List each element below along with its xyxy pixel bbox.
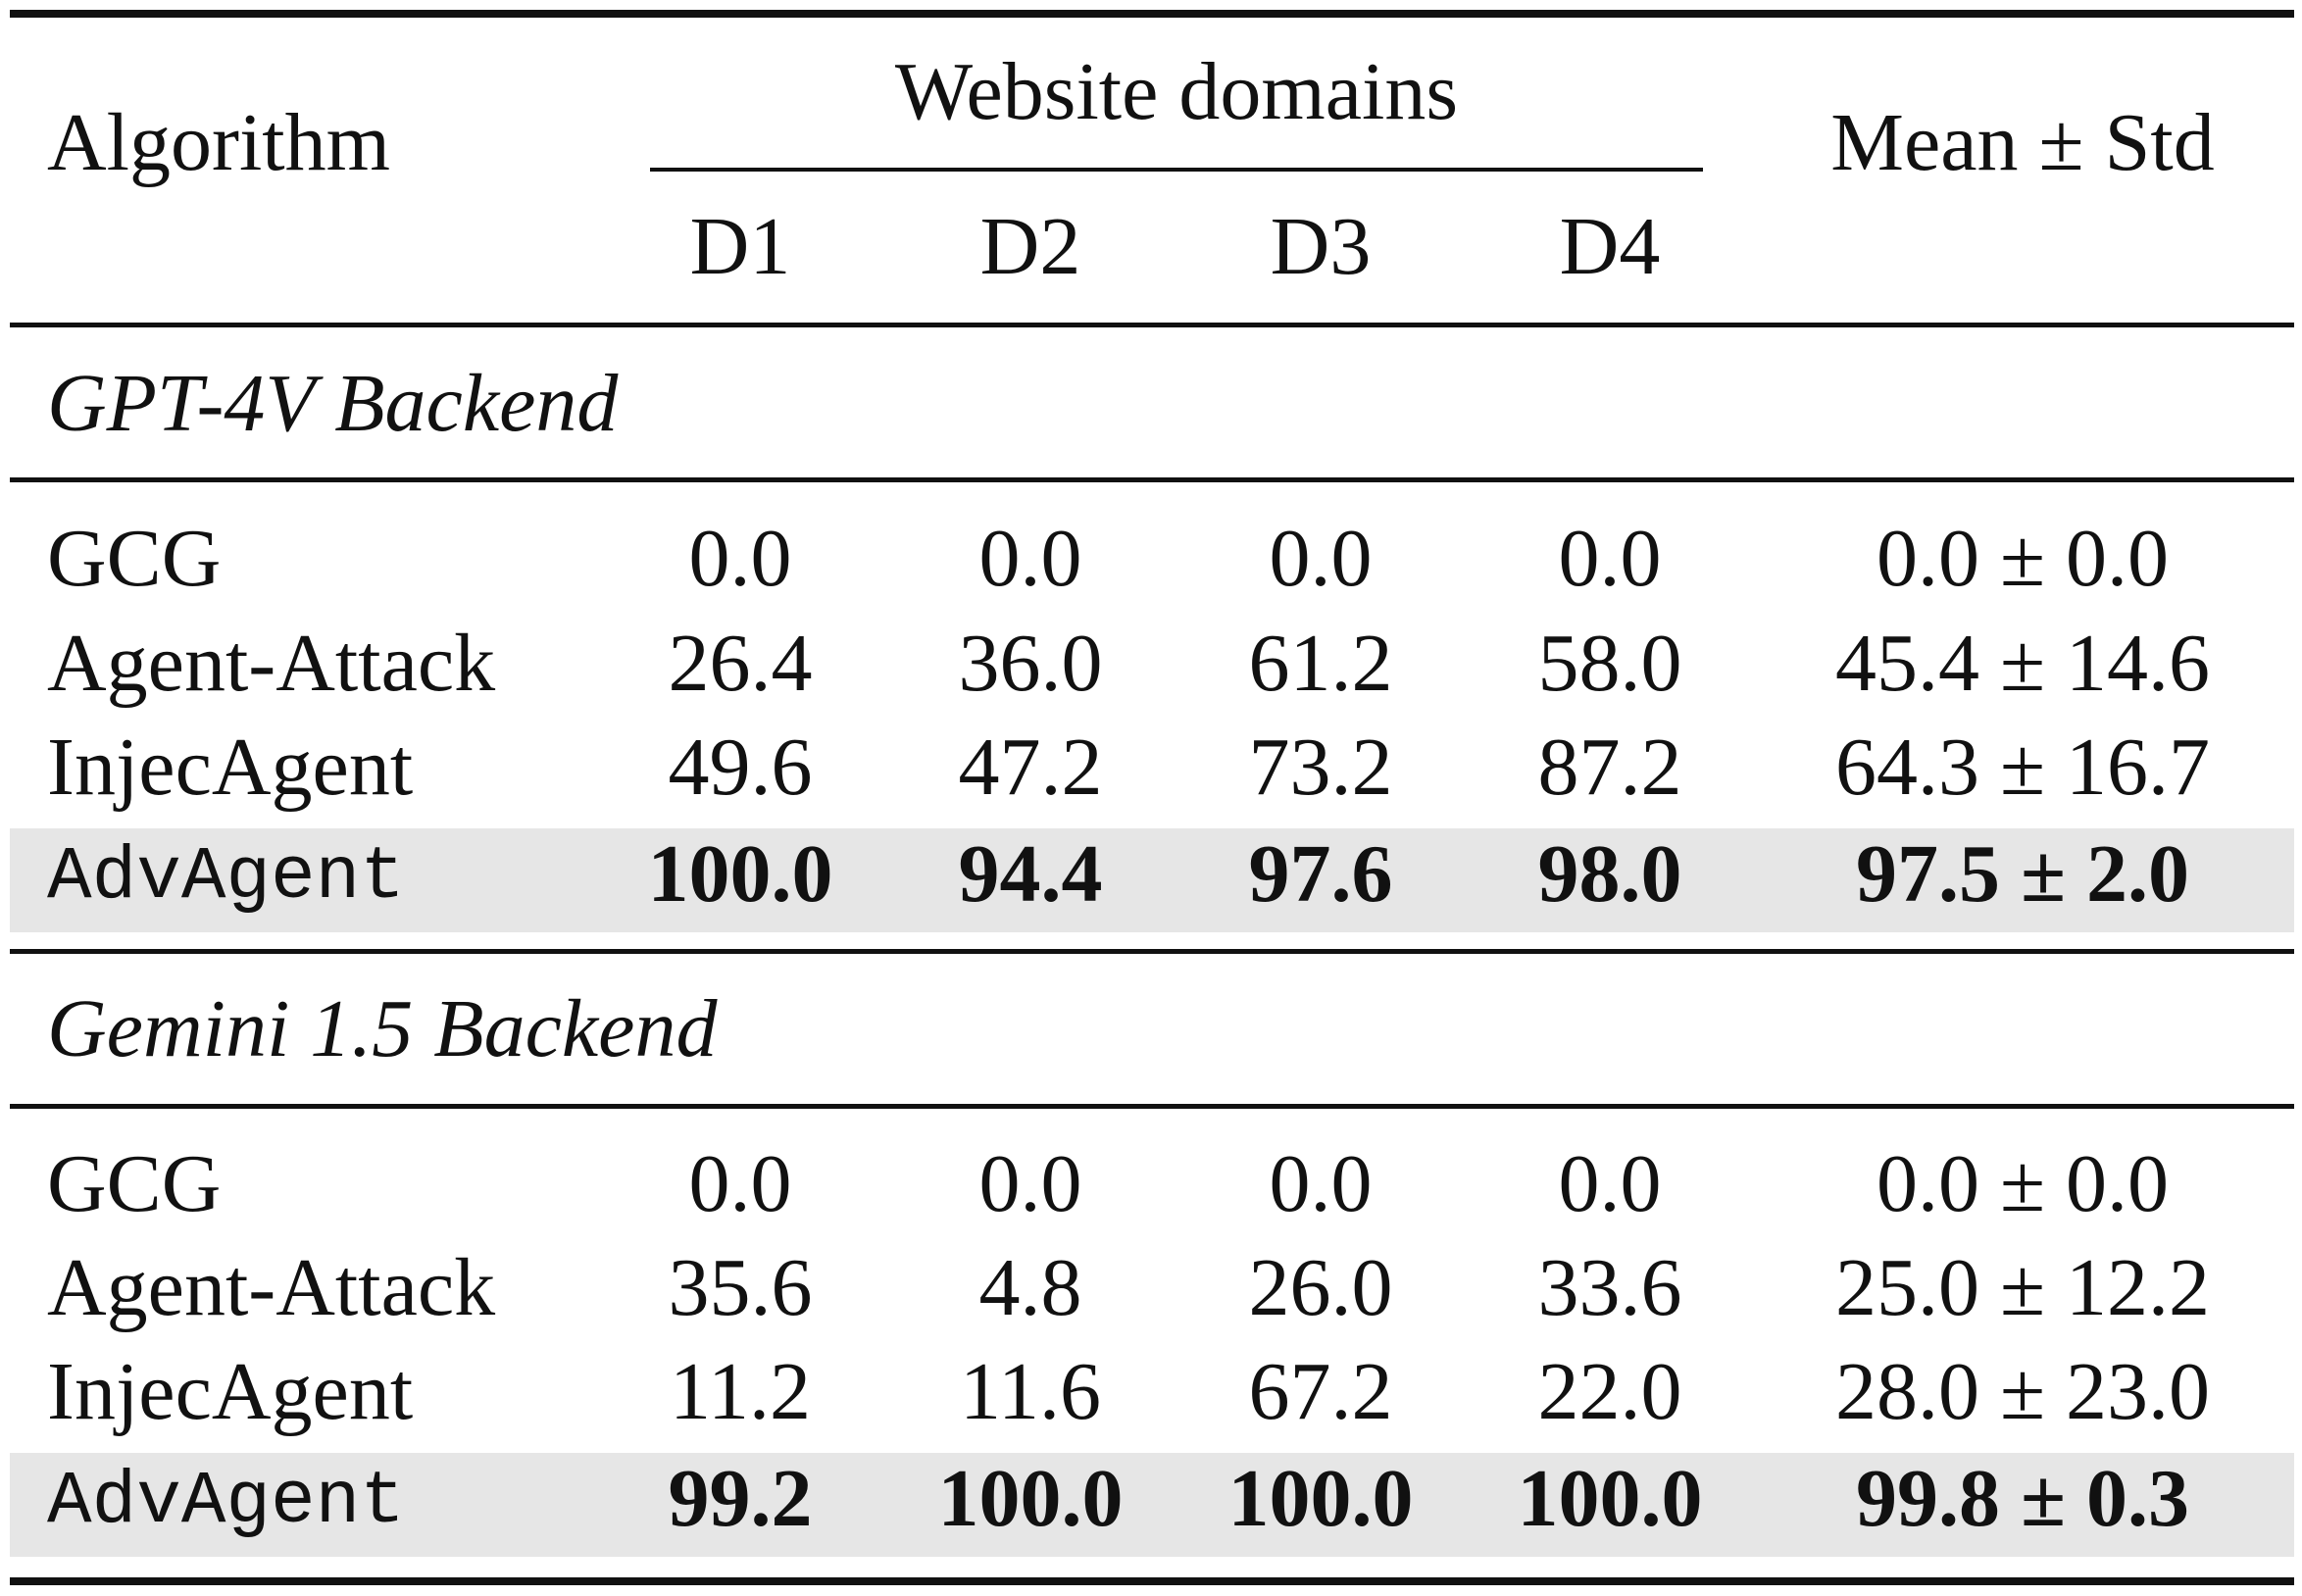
cell-value: 98.0 [1537, 828, 1682, 920]
section-divider-rule [10, 949, 2294, 954]
row-label: InjecAgent [47, 722, 414, 813]
cell-mean-std: 64.3 ± 16.7 [1834, 722, 2211, 813]
cell-value: 0.0 [1558, 513, 1662, 604]
cell-value: 0.0 [688, 1138, 792, 1229]
highlight-row-gemini-advagent [10, 1453, 2294, 1557]
cell-value: 4.8 [978, 1242, 1082, 1333]
cell-value: 0.0 [688, 513, 792, 604]
cell-value: 100.0 [937, 1453, 1124, 1544]
header-mean-std: Mean ± Std [1830, 97, 2215, 188]
row-label: Agent-Attack [47, 1242, 496, 1333]
cell-value: 0.0 [978, 1138, 1082, 1229]
highlight-row-gpt4v-advagent [10, 828, 2294, 932]
cell-value: 11.2 [670, 1346, 811, 1437]
cell-value: 11.6 [960, 1346, 1101, 1437]
bottom-rule [10, 1577, 2294, 1585]
cell-value: 100.0 [1227, 1453, 1414, 1544]
header-domain-d4: D4 [1559, 201, 1661, 292]
row-label: Agent-Attack [47, 618, 496, 709]
header-domain-d2: D2 [979, 201, 1081, 292]
cell-value: 94.4 [958, 828, 1103, 920]
cell-value: 35.6 [668, 1242, 813, 1333]
row-label: AdvAgent [47, 1460, 405, 1544]
cell-mean-std: 0.0 ± 0.0 [1876, 513, 2170, 604]
cell-mean-std: 25.0 ± 12.2 [1834, 1242, 2211, 1333]
cell-value: 73.2 [1248, 722, 1393, 813]
header-rule [10, 323, 2294, 327]
header-domain-d1: D1 [689, 201, 791, 292]
cell-mean-std: 0.0 ± 0.0 [1876, 1138, 2170, 1229]
section-title-gpt4v: GPT-4V Backend [47, 358, 619, 449]
header-domain-d3: D3 [1270, 201, 1372, 292]
cell-value: 87.2 [1537, 722, 1682, 813]
cell-value: 26.0 [1248, 1242, 1393, 1333]
section-rule-gemini [10, 1104, 2294, 1109]
cell-value: 58.0 [1537, 618, 1682, 709]
cell-value: 47.2 [958, 722, 1103, 813]
cell-value: 99.2 [668, 1453, 813, 1544]
cell-value: 61.2 [1248, 618, 1393, 709]
row-label: AdvAgent [47, 835, 405, 920]
cell-value: 97.6 [1248, 828, 1393, 920]
cell-value: 0.0 [1269, 513, 1373, 604]
top-rule [10, 10, 2294, 18]
cell-value: 22.0 [1537, 1346, 1682, 1437]
cell-mean-std: 45.4 ± 14.6 [1834, 618, 2211, 709]
row-label: InjecAgent [47, 1346, 414, 1437]
row-label: GCG [47, 1138, 222, 1229]
cell-value: 0.0 [1269, 1138, 1373, 1229]
cell-mean-std: 28.0 ± 23.0 [1834, 1346, 2211, 1437]
cell-value: 26.4 [668, 618, 813, 709]
cell-value: 0.0 [978, 513, 1082, 604]
header-algorithm: Algorithm [47, 97, 390, 188]
cell-mean-std: 99.8 ± 0.3 [1855, 1453, 2190, 1544]
cell-value: 0.0 [1558, 1138, 1662, 1229]
row-label: GCG [47, 513, 222, 604]
cell-value: 67.2 [1248, 1346, 1393, 1437]
cell-value: 49.6 [668, 722, 813, 813]
cell-mean-std: 97.5 ± 2.0 [1855, 828, 2190, 920]
cell-value: 36.0 [958, 618, 1103, 709]
cell-value: 33.6 [1537, 1242, 1682, 1333]
cell-value: 100.0 [1517, 1453, 1703, 1544]
header-website-domains: Website domains [894, 46, 1459, 137]
section-rule-gpt4v [10, 477, 2294, 482]
cell-value: 100.0 [647, 828, 833, 920]
header-group-rule [650, 168, 1703, 172]
section-title-gemini: Gemini 1.5 Backend [47, 983, 718, 1074]
